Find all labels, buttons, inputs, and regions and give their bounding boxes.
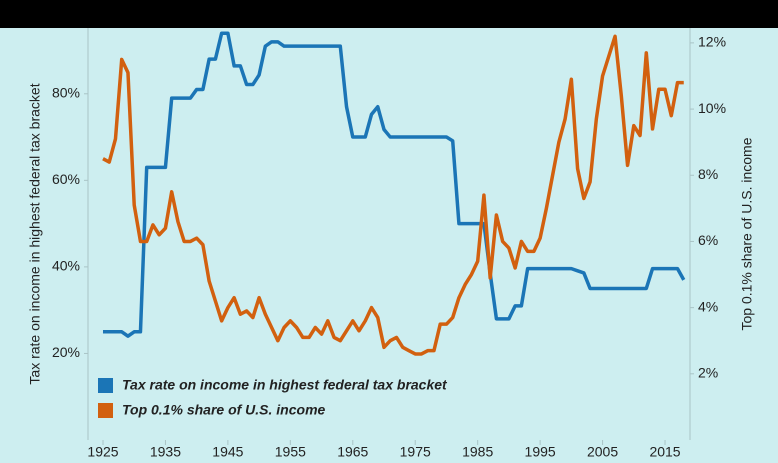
x-tick-label: 2015 xyxy=(649,444,680,460)
y2-tick-label: 2% xyxy=(698,365,718,381)
x-tick-label: 1925 xyxy=(87,444,118,460)
x-tick-label: 1945 xyxy=(212,444,243,460)
top-band xyxy=(0,0,778,28)
x-tick-label: 1975 xyxy=(400,444,431,460)
y2-tick-label: 12% xyxy=(698,34,726,50)
x-tick-label: 1995 xyxy=(525,444,556,460)
legend-swatch xyxy=(98,378,113,393)
x-tick-label: 1935 xyxy=(150,444,181,460)
y-tick-label: 40% xyxy=(52,258,80,274)
x-tick-label: 1985 xyxy=(462,444,493,460)
y2-axis-title: Top 0.1% share of U.S. income xyxy=(739,137,755,330)
y2-tick-label: 8% xyxy=(698,166,718,182)
legend-label: Tax rate on income in highest federal ta… xyxy=(122,377,448,393)
y-tick-label: 20% xyxy=(52,344,80,360)
y2-tick-label: 6% xyxy=(698,232,718,248)
series-line xyxy=(102,34,684,356)
y-axis-title: Tax rate on income in highest federal ta… xyxy=(27,83,43,384)
y-tick-label: 60% xyxy=(52,171,80,187)
legend-swatch xyxy=(98,403,113,418)
y2-tick-label: 10% xyxy=(698,100,726,116)
y2-tick-label: 4% xyxy=(698,298,718,314)
x-tick-label: 1955 xyxy=(275,444,306,460)
x-tick-label: 2005 xyxy=(587,444,618,460)
series-line xyxy=(102,31,686,338)
legend-label: Top 0.1% share of U.S. income xyxy=(122,402,326,418)
y-tick-label: 80% xyxy=(52,84,80,100)
x-tick-label: 1965 xyxy=(337,444,368,460)
